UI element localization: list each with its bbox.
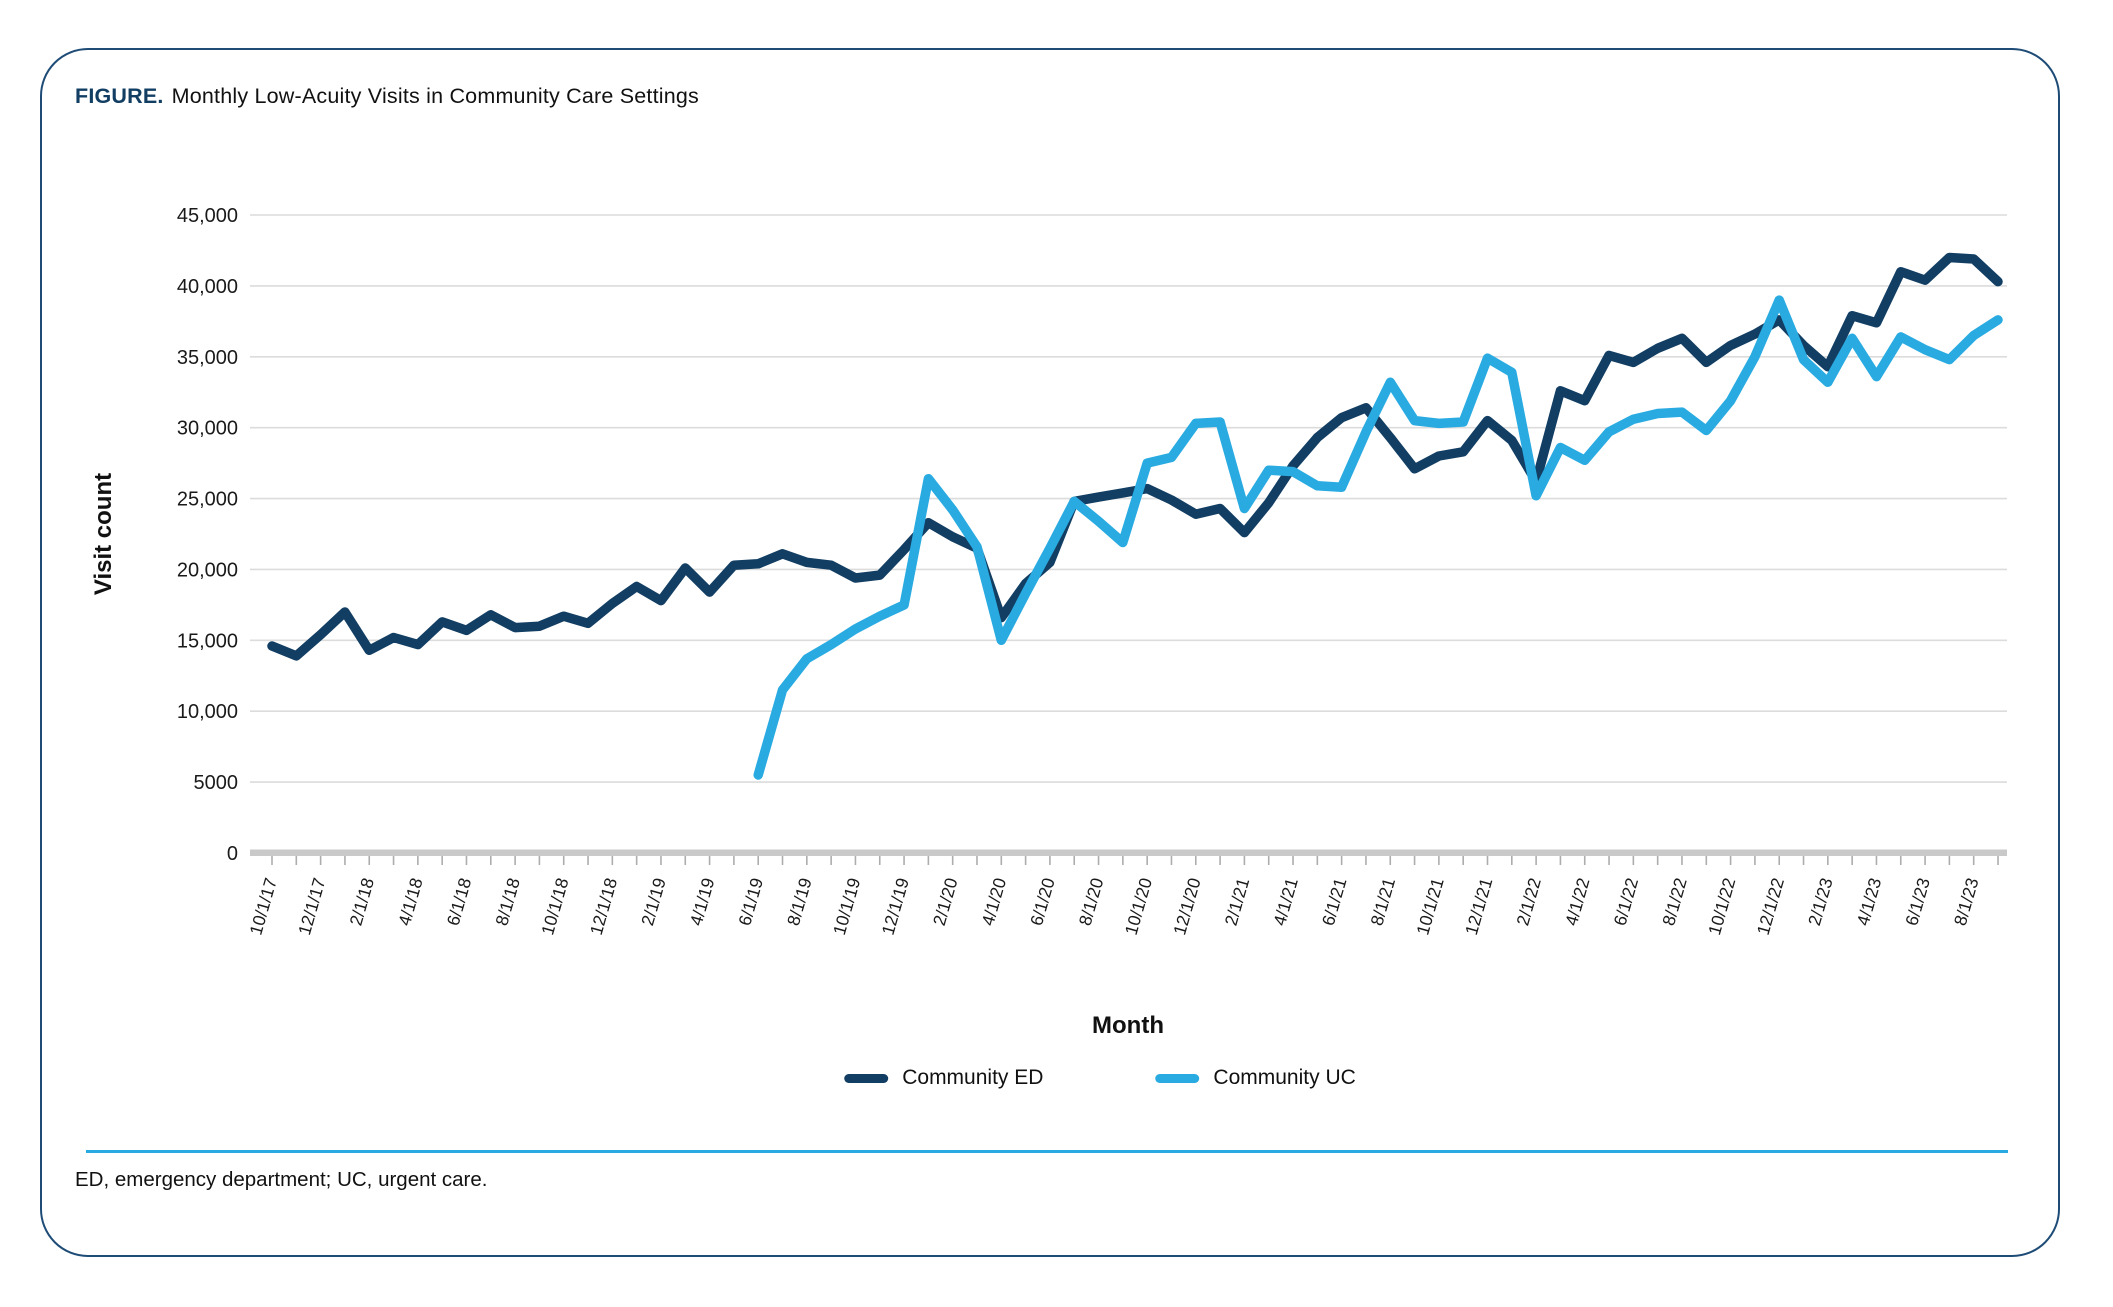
svg-text:8/1/21: 8/1/21: [1366, 876, 1399, 928]
svg-text:10/1/18: 10/1/18: [537, 876, 572, 938]
y-axis-title: Visit count: [90, 472, 117, 596]
svg-text:2/1/22: 2/1/22: [1512, 876, 1545, 928]
svg-text:6/1/20: 6/1/20: [1026, 875, 1059, 928]
svg-text:8/1/19: 8/1/19: [783, 876, 816, 928]
svg-text:6/1/21: 6/1/21: [1318, 876, 1351, 928]
svg-text:12/1/22: 12/1/22: [1753, 876, 1788, 938]
legend-item-community-uc: Community UC: [1155, 1066, 1356, 1090]
svg-text:12/1/20: 12/1/20: [1169, 875, 1204, 937]
svg-text:10/1/20: 10/1/20: [1121, 875, 1156, 937]
svg-text:2/1/18: 2/1/18: [345, 876, 378, 928]
figure-label: FIGURE.: [75, 84, 164, 108]
svg-text:8/1/22: 8/1/22: [1658, 876, 1691, 928]
legend-label: Community ED: [902, 1066, 1044, 1089]
svg-text:4/1/20: 4/1/20: [978, 875, 1011, 928]
svg-text:12/1/19: 12/1/19: [878, 876, 913, 938]
svg-text:10,000: 10,000: [177, 701, 238, 723]
svg-text:4/1/21: 4/1/21: [1269, 876, 1302, 928]
svg-text:8/1/18: 8/1/18: [491, 876, 524, 928]
svg-text:6/1/23: 6/1/23: [1901, 876, 1934, 928]
figure-card: [40, 48, 2060, 1257]
svg-text:4/1/19: 4/1/19: [686, 876, 719, 928]
legend-label: Community UC: [1213, 1066, 1356, 1089]
footnote: ED, emergency department; UC, urgent car…: [75, 1168, 488, 1191]
svg-text:8/1/20: 8/1/20: [1075, 875, 1108, 928]
figure-title-text: Monthly Low-Acuity Visits in Community C…: [171, 84, 699, 108]
svg-text:8/1/23: 8/1/23: [1950, 876, 1983, 928]
svg-text:4/1/18: 4/1/18: [394, 876, 427, 928]
svg-text:5000: 5000: [194, 772, 239, 794]
svg-text:12/1/21: 12/1/21: [1461, 876, 1496, 938]
footnote-divider: [86, 1150, 2008, 1153]
svg-text:25,000: 25,000: [177, 489, 238, 511]
svg-text:2/1/23: 2/1/23: [1804, 876, 1837, 928]
svg-text:45,000: 45,000: [177, 205, 238, 227]
svg-text:15,000: 15,000: [177, 630, 238, 652]
legend-item-community-ed: Community ED: [844, 1066, 1043, 1090]
svg-text:2/1/19: 2/1/19: [637, 876, 670, 928]
x-axis-title: Month: [1092, 1012, 1164, 1039]
svg-text:10/1/22: 10/1/22: [1704, 876, 1739, 938]
svg-text:12/1/17: 12/1/17: [294, 876, 329, 938]
svg-text:2/1/21: 2/1/21: [1221, 876, 1254, 928]
svg-text:10/1/17: 10/1/17: [246, 876, 281, 938]
svg-text:6/1/18: 6/1/18: [443, 876, 476, 928]
svg-text:20,000: 20,000: [177, 559, 238, 581]
svg-text:12/1/18: 12/1/18: [586, 876, 621, 938]
svg-text:35,000: 35,000: [177, 347, 238, 369]
svg-text:4/1/22: 4/1/22: [1561, 876, 1594, 928]
svg-text:40,000: 40,000: [177, 276, 238, 298]
community-ed-line-swatch: [844, 1073, 889, 1083]
community-uc-line-swatch: [1155, 1073, 1200, 1083]
svg-text:10/1/19: 10/1/19: [829, 876, 864, 938]
legend: Community ED Community UC: [844, 1066, 1356, 1090]
svg-text:0: 0: [227, 843, 238, 865]
svg-text:10/1/21: 10/1/21: [1412, 876, 1447, 938]
svg-text:4/1/23: 4/1/23: [1853, 876, 1886, 928]
svg-text:30,000: 30,000: [177, 418, 238, 440]
svg-text:2/1/20: 2/1/20: [929, 875, 962, 928]
svg-text:6/1/22: 6/1/22: [1610, 876, 1643, 928]
svg-text:6/1/19: 6/1/19: [734, 876, 767, 928]
figure-title: FIGURE. Monthly Low-Acuity Visits in Comm…: [75, 84, 699, 109]
